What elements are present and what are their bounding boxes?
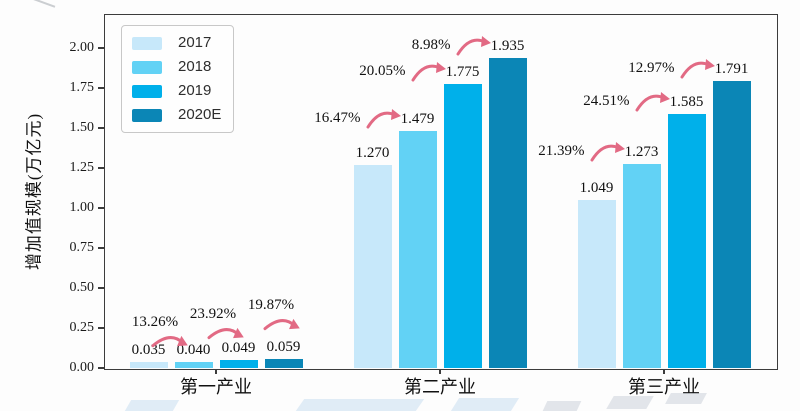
x-tick-mark [663, 369, 665, 374]
x-category-label: 第二产业 [404, 377, 476, 397]
bar-2017-第三产业 [577, 200, 616, 368]
x-category-label: 第一产业 [180, 377, 252, 397]
bar-value-label: 1.049 [579, 180, 614, 197]
legend-swatch-2020E [132, 108, 162, 122]
y-tick-label: 1.75 [69, 80, 95, 95]
legend-label: 2020E [178, 106, 222, 123]
watermark-shape [665, 393, 707, 404]
y-tick-label: 0.75 [69, 240, 95, 255]
growth-label: 19.87% [247, 297, 295, 313]
legend-item-2019: 2019 [132, 82, 221, 100]
bar-value-label: 0.049 [221, 340, 256, 357]
legend-item-2018: 2018 [132, 58, 221, 76]
growth-arrow-icon [635, 90, 671, 112]
bar-value-label: 1.791 [714, 61, 749, 78]
y-tick-mark [98, 327, 104, 329]
legend-item-2020E: 2020E [132, 106, 221, 124]
legend-label: 2017 [178, 34, 212, 51]
y-tick-mark [98, 167, 104, 169]
x-tick-mark [215, 369, 217, 374]
bar-value-label: 0.040 [176, 341, 211, 358]
bar-value-label: 1.273 [624, 144, 659, 161]
y-tick-label: 1.00 [69, 200, 95, 215]
y-tick-label: 1.25 [69, 160, 95, 175]
y-tick-mark [98, 367, 104, 369]
watermark-shape [450, 398, 520, 411]
bar-2019-第三产业 [667, 114, 706, 368]
plot-area-border [104, 14, 778, 370]
growth-arrow-icon [680, 57, 716, 79]
bar-2020E-第三产业 [712, 81, 751, 368]
legend-swatch-2018 [132, 60, 162, 74]
bar-2018-第一产业 [174, 361, 213, 368]
legend-swatch-2019 [132, 84, 162, 98]
growth-arrow-icon [150, 326, 191, 358]
growth-label: 16.47% [314, 110, 361, 127]
y-tick-mark [98, 87, 104, 89]
growth-arrow-icon [411, 60, 447, 82]
y-tick-label: 0.00 [69, 360, 95, 375]
growth-arrow-icon [206, 317, 247, 349]
growth-label: 12.97% [628, 60, 675, 77]
bar-2018-第三产业 [622, 164, 661, 368]
growth-arrow-icon [456, 34, 492, 56]
legend-label: 2019 [178, 82, 212, 99]
y-tick-mark [98, 127, 104, 129]
bar-2019-第一产业 [219, 360, 258, 368]
bar-value-label: 1.775 [445, 64, 480, 80]
bar-2017-第二产业 [353, 164, 392, 368]
y-tick-label: 0.50 [69, 280, 95, 295]
legend: 2017 2018 2019 2020E [121, 25, 235, 133]
watermark-shape [295, 399, 425, 411]
growth-arrow-icon [590, 140, 626, 162]
y-tick-mark [98, 47, 104, 49]
x-tick-mark [439, 369, 441, 374]
y-tick-mark [98, 247, 104, 249]
bar-value-label: 1.585 [669, 94, 704, 111]
legend-item-2017: 2017 [132, 34, 221, 52]
scan-artifact-line [22, 0, 56, 8]
bar-value-label: 1.479 [400, 111, 435, 128]
x-category-label: 第三产业 [628, 377, 700, 397]
growth-label: 20.05% [359, 63, 406, 79]
watermark-shape [124, 400, 180, 411]
growth-label: 8.98% [411, 37, 451, 54]
y-tick-mark [98, 207, 104, 209]
growth-label: 13.26% [131, 314, 179, 330]
bar-value-label: 0.035 [131, 342, 166, 359]
legend-swatch-2017 [132, 36, 162, 50]
y-tick-label: 1.50 [69, 120, 95, 135]
watermark-shape [542, 401, 582, 411]
growth-label: 21.39% [538, 143, 585, 160]
bar-2017-第一产业 [129, 362, 168, 368]
bar-value-label: 0.059 [266, 338, 301, 355]
y-tick-label: 0.25 [69, 320, 95, 335]
growth-label: 24.51% [583, 93, 630, 110]
y-tick-label: 2.00 [69, 40, 95, 55]
bar-value-label: 1.270 [355, 144, 390, 161]
bar-2020E-第一产业 [264, 358, 303, 368]
legend-label: 2018 [178, 58, 212, 75]
bar-2020E-第二产业 [488, 58, 527, 368]
growth-arrow-icon [366, 107, 402, 129]
y-tick-mark [98, 287, 104, 289]
bar-2019-第二产业 [443, 84, 482, 368]
bar-2018-第二产业 [398, 131, 437, 368]
growth-arrow-icon [262, 309, 303, 341]
bar-value-label: 1.935 [490, 38, 525, 55]
watermark-shape [606, 396, 654, 409]
growth-label: 23.92% [189, 305, 237, 322]
